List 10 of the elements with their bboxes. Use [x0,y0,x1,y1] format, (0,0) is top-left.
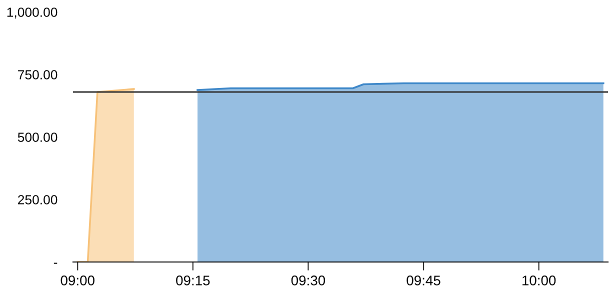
x-tick-label: 09:45 [406,276,440,286]
x-tick-label: 09:15 [176,276,210,286]
y-tick-label: - [54,262,58,264]
x-tick-label: 10:00 [522,276,556,286]
y-tick-label: 750.00 [18,70,58,80]
y-tick-label: 500.00 [18,132,58,142]
y-tick-label: 250.00 [18,195,58,204]
x-tick-label: 09:00 [60,276,94,286]
y-tick-label: 1,000.00 [7,8,58,18]
x-tick-label: 09:30 [291,276,326,286]
